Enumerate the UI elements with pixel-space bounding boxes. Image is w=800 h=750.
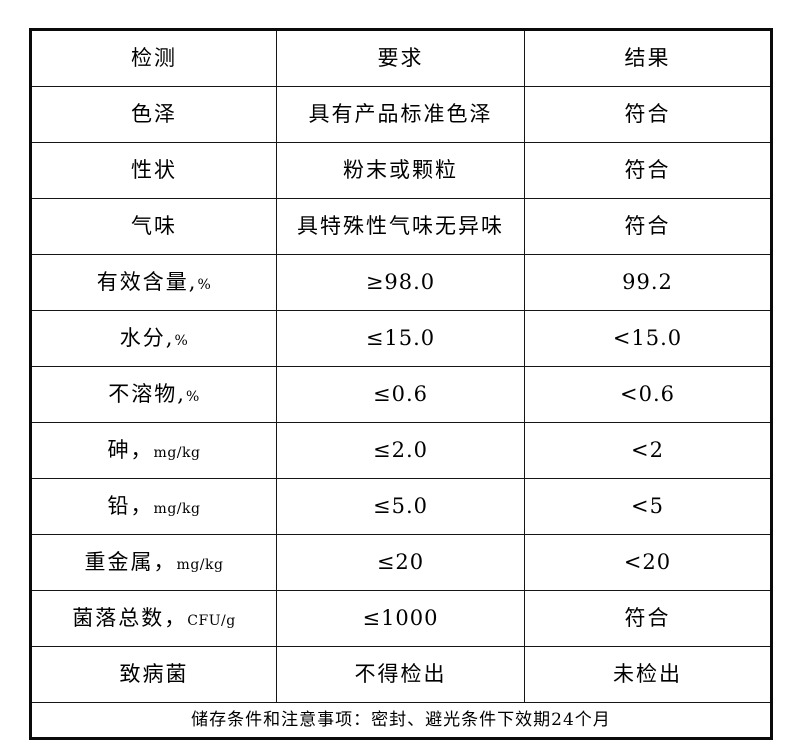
requirement-value: 具特殊性气味无异味 xyxy=(297,213,504,238)
requirement-value: ≤0.6 xyxy=(373,381,428,406)
item-unit: % xyxy=(197,276,212,293)
table-row: 致病菌 不得检出 未检出 xyxy=(30,646,772,703)
cell-result: 未检出 xyxy=(524,646,772,703)
cell-item: 砷，mg/kg xyxy=(30,422,277,479)
item-name: 铅， xyxy=(107,493,154,518)
table-row: 砷，mg/kg ≤2.0 <2 xyxy=(30,422,772,479)
item-unit: CFU/g xyxy=(187,612,236,629)
result-value: 符合 xyxy=(624,101,671,126)
table-row: 有效含量,% ≥98.0 99.2 xyxy=(30,254,772,311)
table-row: 不溶物,% ≤0.6 <0.6 xyxy=(30,366,772,423)
cell-requirement: ≤20 xyxy=(276,534,525,591)
column-header-requirement: 要求 xyxy=(276,29,525,87)
item-unit: mg/kg xyxy=(153,500,201,517)
cell-result: <15.0 xyxy=(524,310,772,367)
column-header-requirement-label: 要求 xyxy=(377,45,424,70)
cell-item: 不溶物,% xyxy=(30,366,277,423)
cell-requirement: ≥98.0 xyxy=(276,254,525,311)
table-row: 色泽 具有产品标准色泽 符合 xyxy=(30,86,772,143)
result-value: 未检出 xyxy=(613,661,682,686)
cell-result: 符合 xyxy=(524,142,772,199)
item-name: 水分, xyxy=(119,325,175,350)
cell-storage-note: 储存条件和注意事项：密封、避光条件下效期24个月 xyxy=(30,702,772,739)
specification-sheet: 检测 要求 结果 色泽 具有产品标准色泽 符合 性状 粉末或颗粒 符合 xyxy=(29,28,773,740)
table-row: 铅，mg/kg ≤5.0 <5 xyxy=(30,478,772,535)
cell-item: 重金属，mg/kg xyxy=(30,534,277,591)
cell-item: 致病菌 xyxy=(30,646,277,703)
column-header-item: 检测 xyxy=(30,29,277,87)
requirement-value: ≥98.0 xyxy=(365,269,436,294)
requirement-value: ≤2.0 xyxy=(373,437,428,462)
result-value: 99.2 xyxy=(622,269,673,294)
result-value: <0.6 xyxy=(620,381,675,406)
item-name: 重金属， xyxy=(84,549,177,574)
requirement-value: ≤15.0 xyxy=(365,325,436,350)
requirement-value: 具有产品标准色泽 xyxy=(308,101,493,126)
cell-requirement: ≤1000 xyxy=(276,590,525,647)
cell-requirement: 具有产品标准色泽 xyxy=(276,86,525,143)
cell-item: 铅，mg/kg xyxy=(30,478,277,535)
table-footer-row: 储存条件和注意事项：密封、避光条件下效期24个月 xyxy=(30,702,772,739)
column-header-result: 结果 xyxy=(524,29,772,87)
cell-requirement: ≤2.0 xyxy=(276,422,525,479)
cell-item: 性状 xyxy=(30,142,277,199)
cell-result: <2 xyxy=(524,422,772,479)
result-value: <2 xyxy=(631,437,664,462)
column-header-item-label: 检测 xyxy=(131,45,177,70)
cell-requirement: 具特殊性气味无异味 xyxy=(276,198,525,255)
cell-result: <5 xyxy=(524,478,772,535)
table-row: 性状 粉末或颗粒 符合 xyxy=(30,142,772,199)
column-header-result-label: 结果 xyxy=(624,45,671,70)
cell-requirement: 不得检出 xyxy=(276,646,525,703)
item-name: 致病菌 xyxy=(119,661,189,686)
item-unit: % xyxy=(174,332,189,349)
table-body: 检测 要求 结果 色泽 具有产品标准色泽 符合 性状 粉末或颗粒 符合 xyxy=(30,29,772,739)
cell-result: 99.2 xyxy=(524,254,772,311)
result-value: <5 xyxy=(631,493,664,518)
item-name: 有效含量, xyxy=(96,269,198,294)
requirement-value: ≤5.0 xyxy=(373,493,428,518)
cell-item: 有效含量,% xyxy=(30,254,277,311)
item-name: 不溶物, xyxy=(108,381,186,406)
cell-requirement: 粉末或颗粒 xyxy=(276,142,525,199)
cell-result: 符合 xyxy=(524,198,772,255)
cell-result: 符合 xyxy=(524,86,772,143)
result-value: 符合 xyxy=(624,157,671,182)
requirement-value: 不得检出 xyxy=(354,661,447,686)
cell-requirement: ≤5.0 xyxy=(276,478,525,535)
cell-result: 符合 xyxy=(524,590,772,647)
requirement-value: ≤20 xyxy=(376,549,425,574)
storage-note-text: 储存条件和注意事项：密封、避光条件下效期24个月 xyxy=(191,709,611,730)
item-name: 气味 xyxy=(131,213,177,238)
item-unit: mg/kg xyxy=(153,444,201,461)
cell-result: <0.6 xyxy=(524,366,772,423)
item-unit: % xyxy=(185,388,200,405)
specification-table: 检测 要求 结果 色泽 具有产品标准色泽 符合 性状 粉末或颗粒 符合 xyxy=(29,28,773,740)
item-name: 砷， xyxy=(107,437,154,462)
cell-requirement: ≤0.6 xyxy=(276,366,525,423)
cell-item: 菌落总数，CFU/g xyxy=(30,590,277,647)
item-name: 性状 xyxy=(131,157,177,182)
table-header-row: 检测 要求 结果 xyxy=(30,29,772,87)
table-row: 水分,% ≤15.0 <15.0 xyxy=(30,310,772,367)
cell-result: <20 xyxy=(524,534,772,591)
item-name: 色泽 xyxy=(131,101,177,126)
cell-item: 色泽 xyxy=(30,86,277,143)
item-unit: mg/kg xyxy=(176,556,224,573)
table-row: 重金属，mg/kg ≤20 <20 xyxy=(30,534,772,591)
result-value: <20 xyxy=(623,549,672,574)
cell-requirement: ≤15.0 xyxy=(276,310,525,367)
item-name: 菌落总数， xyxy=(72,605,188,630)
requirement-value: ≤1000 xyxy=(362,605,439,630)
table-row: 菌落总数，CFU/g ≤1000 符合 xyxy=(30,590,772,647)
cell-item: 气味 xyxy=(30,198,277,255)
requirement-value: 粉末或颗粒 xyxy=(343,157,458,182)
result-value: 符合 xyxy=(624,605,671,630)
result-value: 符合 xyxy=(624,213,671,238)
table-row: 气味 具特殊性气味无异味 符合 xyxy=(30,198,772,255)
cell-item: 水分,% xyxy=(30,310,277,367)
result-value: <15.0 xyxy=(612,325,683,350)
